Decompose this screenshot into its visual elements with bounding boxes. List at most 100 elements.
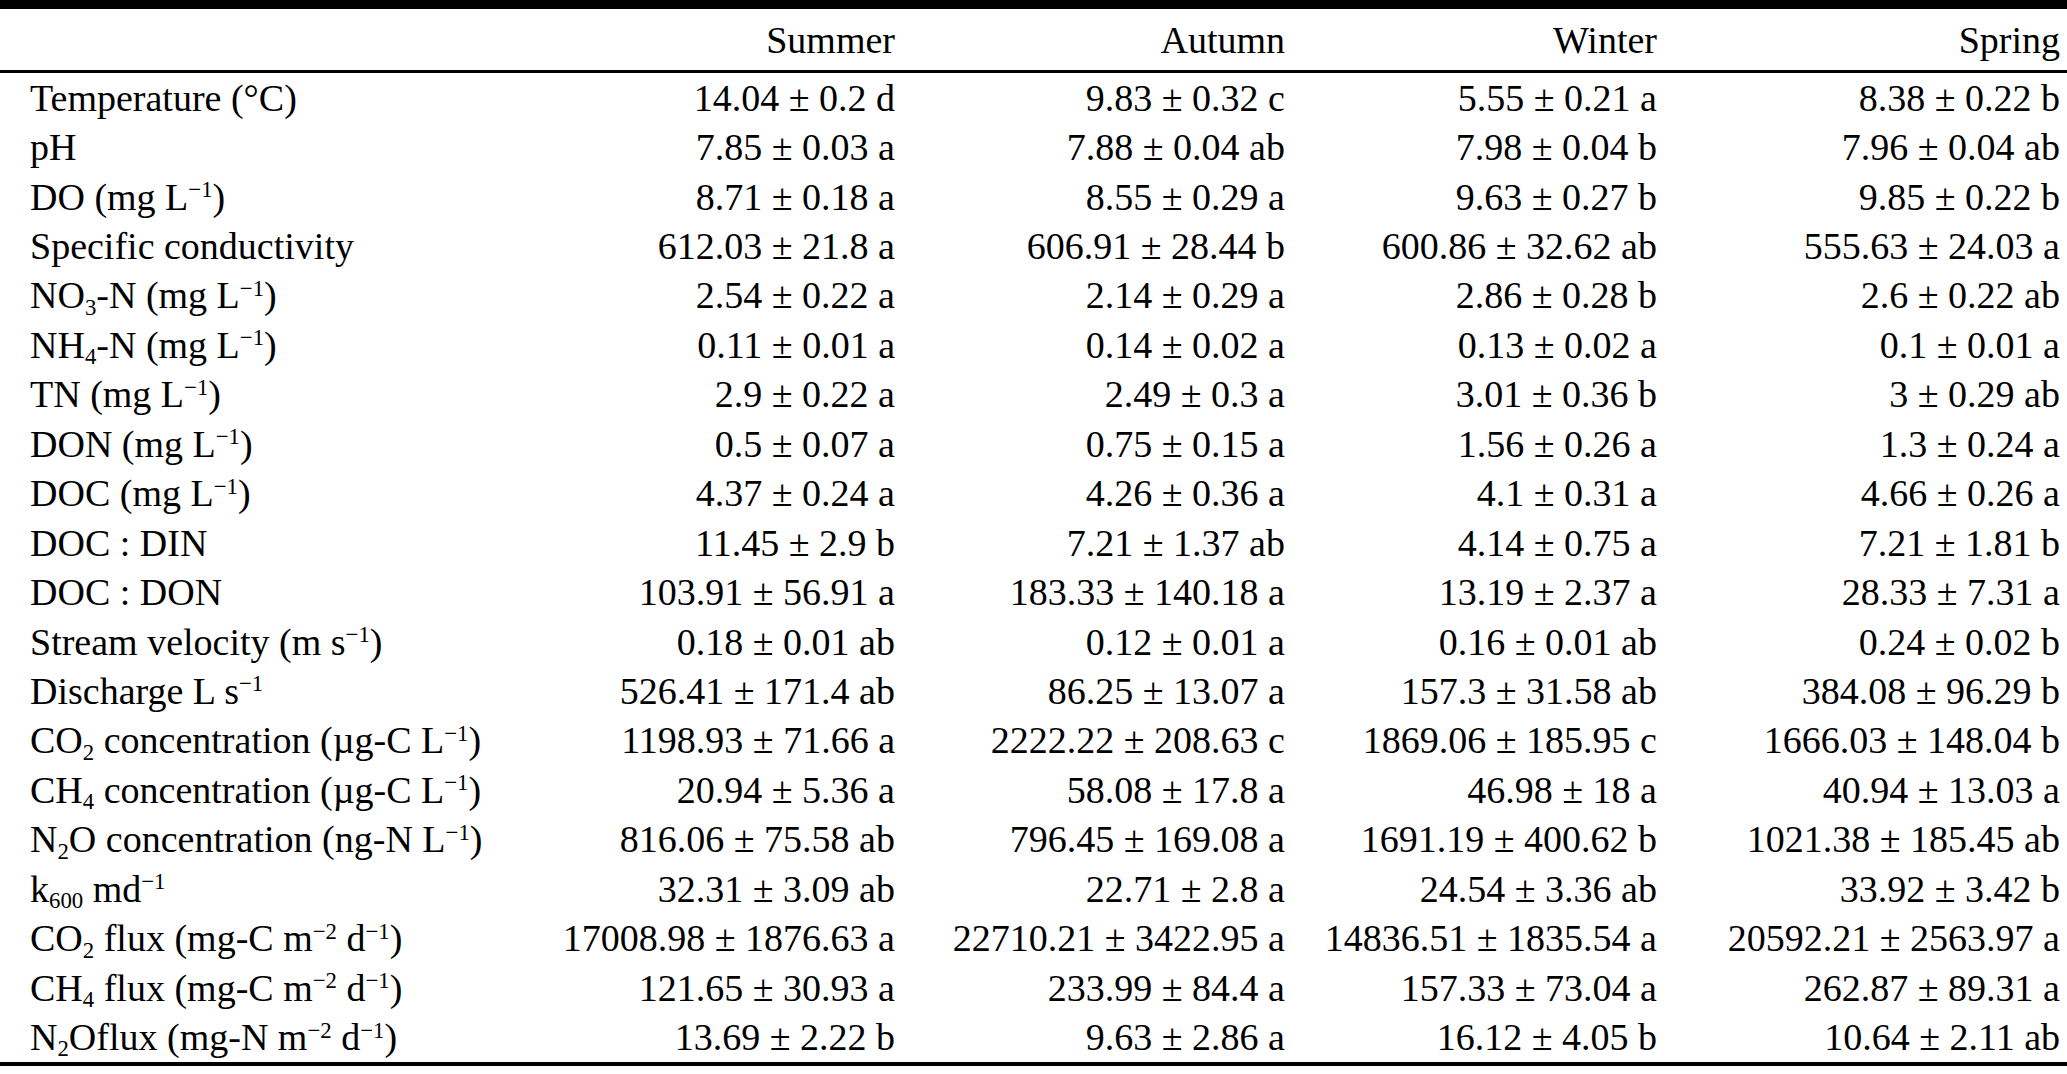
value-cell-winter: 2.86 ± 0.28 b: [1285, 271, 1657, 320]
value-cell-summer: 7.85 ± 0.03 a: [550, 122, 895, 171]
value-cell-winter: 5.55 ± 0.21 a: [1285, 72, 1657, 123]
value-cell-winter: 0.13 ± 0.02 a: [1285, 320, 1657, 369]
value-cell-autumn: 0.75 ± 0.15 a: [895, 419, 1285, 468]
value-cell-winter: 4.14 ± 0.75 a: [1285, 518, 1657, 567]
param-label: TN (mg L−1): [0, 370, 550, 419]
value-cell-autumn: 22710.21 ± 3422.95 a: [895, 913, 1285, 962]
table-row: CO2 flux (mg-C m−2 d−1)17008.98 ± 1876.6…: [0, 913, 2067, 962]
param-label: DOC : DON: [0, 567, 550, 616]
value-cell-winter: 1691.19 ± 400.62 b: [1285, 815, 1657, 864]
param-label: Temperature (°C): [0, 72, 550, 123]
value-cell-spring: 555.63 ± 24.03 a: [1657, 221, 2067, 270]
param-label: N2O concentration (ng-N L−1): [0, 815, 550, 864]
param-label: DOC : DIN: [0, 518, 550, 567]
table-body: Temperature (°C)14.04 ± 0.2 d9.83 ± 0.32…: [0, 72, 2067, 1064]
value-cell-autumn: 22.71 ± 2.8 a: [895, 864, 1285, 913]
value-cell-spring: 40.94 ± 13.03 a: [1657, 765, 2067, 814]
param-label: k600 md−1: [0, 864, 550, 913]
seasonal-parameters-table-figure: SummerAutumnWinterSpring Temperature (°C…: [0, 0, 2067, 1074]
value-cell-summer: 14.04 ± 0.2 d: [550, 72, 895, 123]
value-cell-autumn: 86.25 ± 13.07 a: [895, 666, 1285, 715]
table-row: N2O concentration (ng-N L−1)816.06 ± 75.…: [0, 815, 2067, 864]
value-cell-winter: 600.86 ± 32.62 ab: [1285, 221, 1657, 270]
param-label: N2Oflux (mg-N m−2 d−1): [0, 1012, 550, 1063]
table-row: TN (mg L−1)2.9 ± 0.22 a2.49 ± 0.3 a3.01 …: [0, 370, 2067, 419]
value-cell-autumn: 2.49 ± 0.3 a: [895, 370, 1285, 419]
value-cell-winter: 7.98 ± 0.04 b: [1285, 122, 1657, 171]
table-row: Stream velocity (m s−1)0.18 ± 0.01 ab0.1…: [0, 617, 2067, 666]
value-cell-summer: 17008.98 ± 1876.63 a: [550, 913, 895, 962]
param-label: DO (mg L−1): [0, 172, 550, 221]
value-cell-spring: 10.64 ± 2.11 ab: [1657, 1012, 2067, 1063]
table-row: Temperature (°C)14.04 ± 0.2 d9.83 ± 0.32…: [0, 72, 2067, 123]
column-header-winter: Winter: [1285, 5, 1657, 72]
value-cell-spring: 7.21 ± 1.81 b: [1657, 518, 2067, 567]
param-label: Stream velocity (m s−1): [0, 617, 550, 666]
value-cell-autumn: 606.91 ± 28.44 b: [895, 221, 1285, 270]
value-cell-autumn: 9.83 ± 0.32 c: [895, 72, 1285, 123]
value-cell-spring: 1.3 ± 0.24 a: [1657, 419, 2067, 468]
value-cell-summer: 1198.93 ± 71.66 a: [550, 716, 895, 765]
param-label: CH4 flux (mg-C m−2 d−1): [0, 963, 550, 1012]
param-label: Specific conductivity: [0, 221, 550, 270]
value-cell-summer: 816.06 ± 75.58 ab: [550, 815, 895, 864]
value-cell-spring: 2.6 ± 0.22 ab: [1657, 271, 2067, 320]
value-cell-autumn: 4.26 ± 0.36 a: [895, 469, 1285, 518]
value-cell-autumn: 2.14 ± 0.29 a: [895, 271, 1285, 320]
param-label: CH4 concentration (µg-C L−1): [0, 765, 550, 814]
column-header-autumn: Autumn: [895, 5, 1285, 72]
param-label: CO2 flux (mg-C m−2 d−1): [0, 913, 550, 962]
table-row: k600 md−132.31 ± 3.09 ab22.71 ± 2.8 a24.…: [0, 864, 2067, 913]
value-cell-spring: 384.08 ± 96.29 b: [1657, 666, 2067, 715]
value-cell-summer: 121.65 ± 30.93 a: [550, 963, 895, 1012]
table-row: CH4 concentration (µg-C L−1)20.94 ± 5.36…: [0, 765, 2067, 814]
value-cell-spring: 20592.21 ± 2563.97 a: [1657, 913, 2067, 962]
value-cell-autumn: 2222.22 ± 208.63 c: [895, 716, 1285, 765]
param-label: DON (mg L−1): [0, 419, 550, 468]
value-cell-autumn: 9.63 ± 2.86 a: [895, 1012, 1285, 1063]
param-label: NO3-N (mg L−1): [0, 271, 550, 320]
value-cell-spring: 3 ± 0.29 ab: [1657, 370, 2067, 419]
param-label: DOC (mg L−1): [0, 469, 550, 518]
value-cell-summer: 0.5 ± 0.07 a: [550, 419, 895, 468]
value-cell-winter: 4.1 ± 0.31 a: [1285, 469, 1657, 518]
value-cell-winter: 9.63 ± 0.27 b: [1285, 172, 1657, 221]
table-row: DO (mg L−1)8.71 ± 0.18 a8.55 ± 0.29 a9.6…: [0, 172, 2067, 221]
value-cell-winter: 16.12 ± 4.05 b: [1285, 1012, 1657, 1063]
param-label: CO2 concentration (µg-C L−1): [0, 716, 550, 765]
value-cell-spring: 1021.38 ± 185.45 ab: [1657, 815, 2067, 864]
value-cell-spring: 0.24 ± 0.02 b: [1657, 617, 2067, 666]
table-row: NH4-N (mg L−1)0.11 ± 0.01 a0.14 ± 0.02 a…: [0, 320, 2067, 369]
table-row: Discharge L s−1526.41 ± 171.4 ab86.25 ± …: [0, 666, 2067, 715]
value-cell-autumn: 233.99 ± 84.4 a: [895, 963, 1285, 1012]
value-cell-summer: 0.11 ± 0.01 a: [550, 320, 895, 369]
value-cell-winter: 46.98 ± 18 a: [1285, 765, 1657, 814]
value-cell-winter: 0.16 ± 0.01 ab: [1285, 617, 1657, 666]
value-cell-winter: 3.01 ± 0.36 b: [1285, 370, 1657, 419]
value-cell-winter: 1869.06 ± 185.95 c: [1285, 716, 1657, 765]
value-cell-summer: 103.91 ± 56.91 a: [550, 567, 895, 616]
value-cell-spring: 8.38 ± 0.22 b: [1657, 72, 2067, 123]
value-cell-autumn: 8.55 ± 0.29 a: [895, 172, 1285, 221]
param-label: pH: [0, 122, 550, 171]
table-row: CH4 flux (mg-C m−2 d−1)121.65 ± 30.93 a2…: [0, 963, 2067, 1012]
param-label: NH4-N (mg L−1): [0, 320, 550, 369]
column-header-summer: Summer: [550, 5, 895, 72]
value-cell-winter: 24.54 ± 3.36 ab: [1285, 864, 1657, 913]
value-cell-winter: 13.19 ± 2.37 a: [1285, 567, 1657, 616]
table-row: N2Oflux (mg-N m−2 d−1)13.69 ± 2.22 b9.63…: [0, 1012, 2067, 1063]
table-row: DON (mg L−1)0.5 ± 0.07 a0.75 ± 0.15 a1.5…: [0, 419, 2067, 468]
value-cell-autumn: 183.33 ± 140.18 a: [895, 567, 1285, 616]
value-cell-winter: 157.33 ± 73.04 a: [1285, 963, 1657, 1012]
table-row: NO3-N (mg L−1)2.54 ± 0.22 a2.14 ± 0.29 a…: [0, 271, 2067, 320]
table-row: pH7.85 ± 0.03 a7.88 ± 0.04 ab7.98 ± 0.04…: [0, 122, 2067, 171]
value-cell-spring: 33.92 ± 3.42 b: [1657, 864, 2067, 913]
value-cell-spring: 0.1 ± 0.01 a: [1657, 320, 2067, 369]
value-cell-winter: 14836.51 ± 1835.54 a: [1285, 913, 1657, 962]
table-row: Specific conductivity612.03 ± 21.8 a606.…: [0, 221, 2067, 270]
column-header-spring: Spring: [1657, 5, 2067, 72]
value-cell-summer: 8.71 ± 0.18 a: [550, 172, 895, 221]
table-row: CO2 concentration (µg-C L−1)1198.93 ± 71…: [0, 716, 2067, 765]
value-cell-summer: 32.31 ± 3.09 ab: [550, 864, 895, 913]
value-cell-summer: 2.54 ± 0.22 a: [550, 271, 895, 320]
